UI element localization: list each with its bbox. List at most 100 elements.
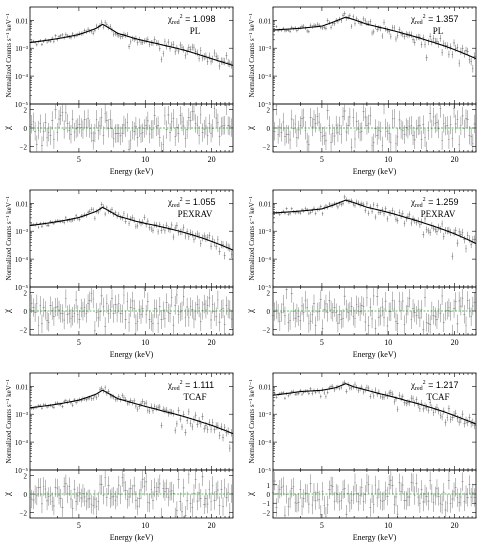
model-name-label: TCAF xyxy=(183,392,206,402)
chi-value: = 1.111 xyxy=(183,380,214,390)
x-tick-label: 20 xyxy=(451,338,459,347)
chi-value: = 1.055 xyxy=(183,197,216,207)
chi-symbol: χ xyxy=(167,14,172,24)
residual-points xyxy=(271,287,476,335)
residual-y-tick-label: −2 xyxy=(20,326,28,334)
model-name-label: PEXRAV xyxy=(421,209,456,219)
x-tick-label: 10 xyxy=(384,338,392,347)
y-axis-label: Normalized Counts s⁻¹ keV⁻¹ xyxy=(5,13,13,97)
chi-square-annotation: χred2 = 1.217 xyxy=(410,380,458,392)
residual-y-tick-label: 0 xyxy=(24,308,28,316)
y-tick-label: 0.01 xyxy=(259,200,272,208)
residual-y-tick-label: 2 xyxy=(24,473,28,481)
chi-superscript: 2 xyxy=(180,380,183,386)
chi-symbol: χ xyxy=(410,380,415,390)
residual-y-tick-label: −2 xyxy=(263,326,271,334)
chi-superscript: 2 xyxy=(423,197,426,203)
x-tick-label: 5 xyxy=(320,338,324,347)
chi-symbol: χ xyxy=(167,197,172,207)
x-axis-label: Energy (keV) xyxy=(110,350,154,359)
residual-y-tick-label: 0 xyxy=(267,491,271,499)
x-tick-label: 20 xyxy=(451,521,459,530)
y-tick-label: 10⁻⁴ xyxy=(15,256,29,264)
x-tick-label: 10 xyxy=(141,338,149,347)
x-axis-label: Energy (keV) xyxy=(353,350,397,359)
x-tick-label: 5 xyxy=(77,155,81,164)
residual-axis-label: χ xyxy=(2,309,12,314)
y-tick-label: 10⁻⁵ xyxy=(258,284,272,292)
model-curve xyxy=(272,199,477,245)
chi-subscript: red xyxy=(172,386,180,392)
residual-points xyxy=(28,104,233,152)
chi-square-annotation: χred2 = 1.357 xyxy=(410,14,458,26)
data-points xyxy=(28,19,233,70)
chi-superscript: 2 xyxy=(423,14,426,20)
residual-y-tick-label: 2 xyxy=(267,290,271,298)
residual-axis-label: χ xyxy=(2,126,12,131)
chi-superscript: 2 xyxy=(423,380,426,386)
x-tick-label: 10 xyxy=(141,521,149,530)
x-tick-label: 10 xyxy=(384,155,392,164)
x-axis-label: Energy (keV) xyxy=(110,533,154,542)
y-tick-label: 10⁻³ xyxy=(258,411,271,419)
y-tick-label: 10⁻⁵ xyxy=(15,101,29,109)
y-tick-label: 10⁻³ xyxy=(258,228,271,236)
model-curve xyxy=(272,16,477,60)
y-tick-label: 10⁻³ xyxy=(15,228,28,236)
y-tick-label: 10⁻⁵ xyxy=(258,467,272,475)
chi-superscript: 2 xyxy=(180,197,183,203)
x-axis-label: Energy (keV) xyxy=(353,533,397,542)
x-tick-label: 20 xyxy=(208,338,216,347)
residual-y-tick-label: 1 xyxy=(267,482,271,490)
y-tick-label: 0.01 xyxy=(16,383,29,391)
residual-axis-label: χ xyxy=(2,492,12,497)
y-axis-label: Normalized Counts s⁻¹ keV⁻¹ xyxy=(5,379,13,463)
y-tick-label: 0.01 xyxy=(259,383,272,391)
residual-y-tick-label: 0 xyxy=(24,491,28,499)
y-tick-label: 10⁻³ xyxy=(15,411,28,419)
x-axis-label: Energy (keV) xyxy=(110,167,154,176)
chi-value: = 1.098 xyxy=(183,14,216,24)
y-tick-label: 10⁻³ xyxy=(258,45,271,53)
chi-value: = 1.357 xyxy=(426,14,459,24)
chi-square-annotation: χred2 = 1.098 xyxy=(167,14,215,26)
chi-square-annotation: χred2 = 1.259 xyxy=(410,197,458,209)
model-name-label: PL xyxy=(433,26,444,36)
x-tick-label: 10 xyxy=(141,155,149,164)
residual-axis-label: χ xyxy=(245,309,255,314)
chi-superscript: 2 xyxy=(180,14,183,20)
y-axis-label: Normalized Counts s⁻¹ keV⁻¹ xyxy=(248,13,256,97)
residual-y-tick-label: −2 xyxy=(20,509,28,517)
residual-axis-label: χ xyxy=(245,492,255,497)
residual-y-tick-label: 2 xyxy=(24,290,28,298)
data-points xyxy=(272,11,476,73)
y-tick-label: 10⁻⁴ xyxy=(15,439,29,447)
residual-y-tick-label: −2 xyxy=(263,509,271,517)
y-tick-label: 0.01 xyxy=(259,17,272,25)
x-tick-label: 20 xyxy=(208,521,216,530)
x-axis-label: Energy (keV) xyxy=(353,167,397,176)
model-curve xyxy=(29,23,234,66)
chi-subscript: red xyxy=(415,386,423,392)
residual-y-tick-label: 2 xyxy=(24,107,28,115)
y-axis-label: Normalized Counts s⁻¹ keV⁻¹ xyxy=(248,379,256,463)
x-tick-label: 5 xyxy=(320,155,324,164)
residual-points xyxy=(29,470,233,518)
x-tick-label: 20 xyxy=(451,155,459,164)
data-points xyxy=(29,201,233,260)
residual-y-tick-label: 0 xyxy=(267,308,271,316)
residual-points xyxy=(29,287,233,335)
chi-subscript: red xyxy=(172,203,180,209)
y-tick-label: 10⁻⁵ xyxy=(15,284,29,292)
model-curve xyxy=(29,206,234,251)
residual-points xyxy=(271,470,476,518)
residual-y-tick-label: −1 xyxy=(263,500,271,508)
chi-square-annotation: χred2 = 1.055 xyxy=(167,197,215,209)
